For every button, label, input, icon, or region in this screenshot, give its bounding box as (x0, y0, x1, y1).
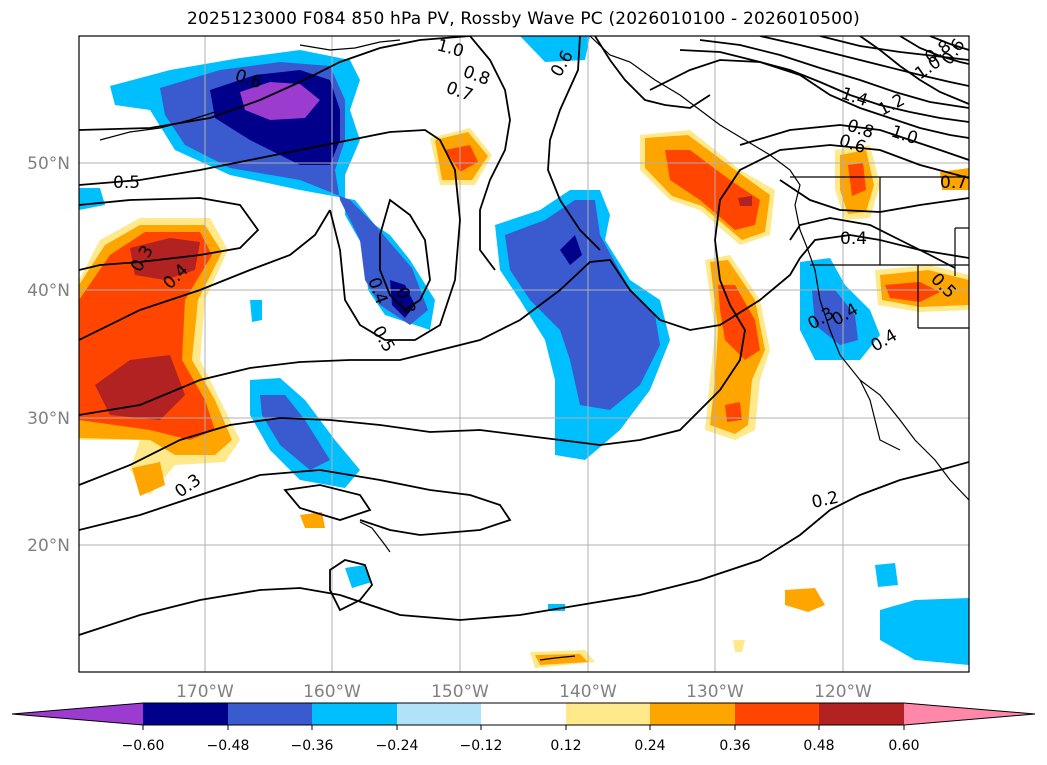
lon-label: 140°W (559, 682, 617, 702)
lon-label: 130°W (686, 682, 744, 702)
pv-contours (79, 36, 969, 636)
lon-label: 170°W (176, 682, 234, 702)
colorbar-segment (397, 703, 481, 725)
colorbar-segment (819, 703, 904, 725)
colorbar: −0.60 −0.48 −0.36 −0.24 −0.12 0.12 0.24 … (11, 702, 1036, 754)
colorbar-tick-label: 0.24 (634, 738, 665, 754)
map-panel: 0.6 0.8 0.7 0.6 1.0 0.5 0.3 0.4 0.4 0.3 … (79, 36, 969, 672)
lat-label: 30°N (27, 409, 70, 429)
lat-label: 40°N (27, 281, 70, 301)
colorbar-tick-label: 0.48 (803, 738, 834, 754)
colorbar-segment (228, 703, 312, 725)
lat-label: 20°N (27, 536, 70, 556)
lon-label: 160°W (303, 682, 361, 702)
colorbar-segment (904, 703, 1035, 725)
colorbar-segment (566, 703, 650, 725)
lat-label: 50°N (27, 154, 70, 174)
contour-label: 0.4 (840, 229, 867, 249)
colorbar-tick-label: 0.36 (719, 738, 750, 754)
colorbar-tick-label: −0.60 (122, 738, 165, 754)
lon-label: 150°W (431, 682, 489, 702)
colorbar-tick-label: −0.24 (376, 738, 419, 754)
longitude-labels: 170°W 160°W 150°W 140°W 130°W 120°W (176, 682, 872, 702)
colorbar-tick-label: −0.36 (291, 738, 334, 754)
colorbar-tick-label: 0.60 (888, 738, 919, 754)
latitude-labels: 50°N 40°N 30°N 20°N (27, 154, 70, 556)
colorbar-tick-label: −0.48 (207, 738, 250, 754)
colorbar-segment (650, 703, 735, 725)
colorbar-segment (735, 703, 819, 725)
graticule (79, 36, 969, 672)
lon-label: 120°W (814, 682, 872, 702)
map-frame (78, 35, 970, 673)
contour-label: 0.7 (940, 173, 967, 193)
map-title: 2025123000 F084 850 hPa PV, Rossby Wave … (187, 9, 860, 29)
colorbar-tick-label: 0.12 (550, 738, 581, 754)
colorbar-segment (143, 703, 228, 725)
colorbar-segment (12, 703, 143, 725)
positive-anomaly-shading (79, 128, 969, 668)
colorbar-segment (312, 703, 397, 725)
contour-label: 0.5 (113, 173, 140, 193)
coastlines (99, 36, 969, 661)
colorbar-segment (481, 703, 566, 725)
colorbar-tick-label: −0.12 (460, 738, 503, 754)
